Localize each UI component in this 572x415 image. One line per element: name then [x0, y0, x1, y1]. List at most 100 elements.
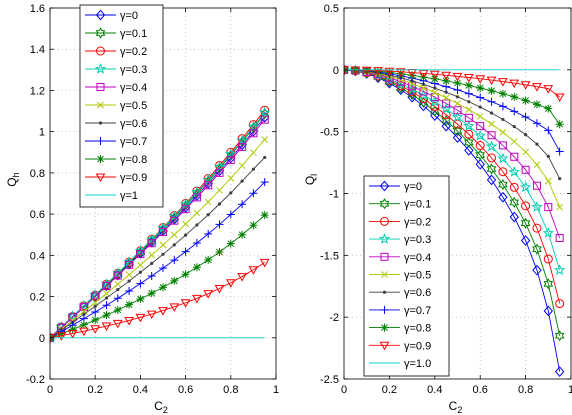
- data-point: [259, 258, 270, 268]
- data-point: [125, 271, 133, 279]
- data-point: [182, 220, 189, 228]
- data-point: [385, 68, 394, 77]
- data-point: [225, 147, 237, 159]
- legend-entry: γ=0.6: [85, 118, 147, 130]
- x-tick-label: 0.2: [88, 384, 103, 396]
- data-point: [524, 133, 528, 137]
- data-point: [146, 233, 158, 245]
- data-point: [444, 90, 448, 94]
- legend-label: γ=0.3: [404, 234, 431, 246]
- data-point: [263, 155, 267, 160]
- data-point: [238, 230, 247, 239]
- data-point: [431, 89, 439, 96]
- series-line: [50, 119, 266, 339]
- legend-entry: γ=0: [85, 9, 138, 22]
- data-point: [486, 163, 497, 175]
- legend-marker: [382, 290, 387, 294]
- data-point: [556, 203, 564, 211]
- series-line: [50, 157, 266, 339]
- y-tick-label: 1.6: [30, 3, 45, 15]
- data-point: [204, 255, 213, 264]
- data-point: [532, 119, 541, 128]
- data-point: [407, 87, 417, 97]
- data-point: [102, 311, 111, 320]
- data-point: [498, 191, 508, 203]
- data-point: [259, 106, 271, 118]
- legend-marker: [97, 101, 104, 109]
- legend-entry: γ=0.4: [369, 252, 431, 264]
- legend-marker: [95, 9, 106, 21]
- legend-entry: γ=0.6: [369, 287, 431, 299]
- data-point: [520, 81, 531, 90]
- data-point: [137, 261, 144, 269]
- legend-label: γ=0.8: [120, 154, 147, 166]
- data-point: [487, 86, 496, 95]
- legend-label: γ=0.6: [404, 287, 431, 299]
- data-point: [475, 158, 485, 170]
- data-point: [113, 271, 122, 280]
- data-point: [453, 106, 462, 115]
- data-point: [442, 76, 451, 85]
- legend-entry: γ=0.9: [369, 340, 431, 352]
- data-point: [181, 205, 190, 214]
- data-point: [440, 103, 452, 114]
- data-point: [93, 304, 97, 308]
- data-point: [249, 129, 258, 138]
- data-point: [135, 313, 146, 323]
- data-point: [102, 282, 111, 291]
- data-point: [247, 120, 260, 132]
- series-γ=0.9: [344, 66, 565, 103]
- legend-entry: γ=0.3: [369, 233, 431, 246]
- data-point: [68, 325, 77, 334]
- data-point: [248, 266, 259, 275]
- legend: γ=0 γ=0.1 γ=0.2 γ=0.3 γ=0.4 γ=0.5 γ=0.6 γ=0.7 γ=…: [79, 4, 164, 208]
- legend-label: γ=1: [120, 190, 138, 202]
- legend-marker: [380, 305, 389, 314]
- data-point: [555, 234, 564, 243]
- data-point: [90, 325, 101, 334]
- data-point: [127, 279, 131, 283]
- data-point: [91, 308, 100, 317]
- legend-box: [363, 175, 450, 377]
- data-point: [113, 294, 122, 303]
- legend-entry: γ=1: [85, 190, 138, 202]
- series-γ=0.7: [50, 178, 269, 342]
- legend-entry: γ=0.3: [85, 63, 147, 76]
- data-point: [260, 178, 269, 187]
- x-tick-label: 0.4: [133, 384, 148, 396]
- x-tick-label: 0.6: [178, 384, 193, 396]
- data-point: [384, 67, 395, 77]
- data-point: [501, 117, 505, 122]
- legend-marker: [95, 27, 106, 39]
- data-point: [554, 93, 565, 103]
- data-point: [555, 299, 565, 309]
- y-axis-label: Ql: [303, 174, 319, 185]
- data-point: [433, 86, 437, 90]
- data-point: [532, 243, 542, 255]
- data-point: [408, 82, 417, 91]
- data-point: [226, 156, 235, 165]
- data-point: [124, 316, 134, 326]
- legend-marker: [96, 155, 105, 163]
- data-point: [150, 261, 154, 265]
- series-γ=0.9: [50, 258, 270, 343]
- data-point: [521, 201, 531, 211]
- data-point: [69, 317, 76, 324]
- data-point: [533, 161, 541, 169]
- data-point: [454, 100, 461, 107]
- y-tick-label: 1: [39, 127, 45, 139]
- legend-entry: γ=0: [369, 180, 422, 193]
- data-point: [170, 256, 179, 265]
- legend-marker: [380, 252, 389, 261]
- data-point: [79, 303, 88, 312]
- data-point: [249, 189, 258, 198]
- data-point: [170, 231, 178, 239]
- data-point: [180, 299, 191, 308]
- data-point: [181, 247, 190, 256]
- data-point: [498, 179, 508, 191]
- data-point: [125, 260, 134, 269]
- y-tick-label: 0: [39, 333, 45, 345]
- data-point: [554, 366, 565, 377]
- legend-marker: [95, 173, 106, 183]
- legend-label: γ=0.2: [404, 216, 431, 228]
